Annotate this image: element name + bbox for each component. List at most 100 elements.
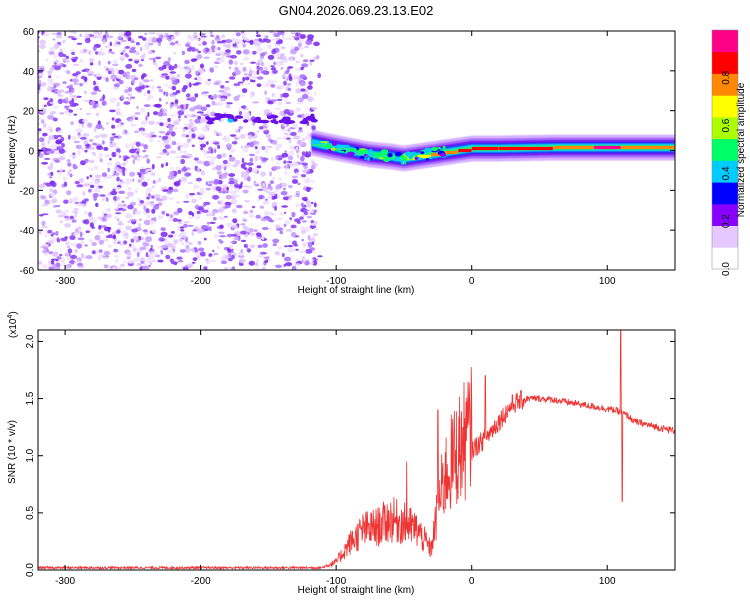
noise-speck [49,47,53,52]
noise-speck [291,123,299,129]
noise-speck [112,174,116,177]
noise-speck [262,38,268,41]
noise-speck [290,131,297,136]
noise-speck [187,47,192,52]
noise-speck [194,93,199,98]
noise-speck [130,40,135,43]
noise-speck [147,50,153,55]
noise-speck [64,217,70,221]
noise-speck [298,42,302,48]
noise-speck [270,213,275,216]
noise-speck [256,31,259,35]
noise-speck [109,97,117,103]
noise-speck [167,218,173,222]
noise-speck [300,54,304,58]
noise-speck [111,69,115,75]
noise-speck [233,85,240,88]
noise-speck [49,101,54,104]
noise-speck [132,141,136,145]
noise-speck [124,130,128,134]
noise-speck [38,229,43,235]
noise-speck [76,243,82,249]
noise-speck [119,55,126,59]
noise-speck [228,185,233,188]
noise-speck [173,52,177,55]
noise-speck [64,97,69,102]
noise-speck [248,134,253,140]
noise-speck [284,220,291,225]
noise-speck [64,265,72,269]
colorbar-band [712,116,738,140]
noise-speck [302,220,307,223]
noise-speck [205,151,213,154]
noise-speck [240,82,244,86]
noise-speck [247,73,253,77]
noise-speck [198,33,206,36]
noise-speck [65,138,69,141]
noise-speck [106,162,111,166]
noise-speck [311,161,316,165]
noise-speck [70,121,74,126]
noise-speck [225,43,232,49]
noise-speck [223,215,228,218]
heatmap-x-label: Height of straight line (km) [298,285,415,296]
noise-speck [267,100,274,105]
noise-speck [240,181,243,185]
noise-speck [208,253,213,257]
noise-speck [294,46,300,52]
snr-x-ticks: -300 -200 -100 0 100 [55,330,616,587]
noise-speck [224,204,231,209]
noise-speck [249,39,254,45]
noise-speck [81,123,85,128]
noise-speck [67,112,72,117]
noise-speck [169,93,174,97]
noise-speck [69,235,76,241]
noise-speck [116,148,121,154]
noise-speck [125,167,128,173]
noise-speck [199,189,206,195]
noise-speck [238,126,243,129]
noise-speck [309,59,315,62]
noise-speck [154,63,159,68]
noise-speck [139,47,143,52]
noise-speck [249,244,256,248]
noise-speck [183,149,187,155]
noise-speck [125,45,130,49]
noise-speck [202,41,207,46]
ridge-blob [379,157,384,160]
noise-speck [191,261,196,264]
noise-speck [188,242,193,245]
ridge-blob [347,151,355,156]
noise-speck [93,188,101,193]
noise-speck [140,143,145,147]
noise-speck [170,36,175,40]
noise-speck [221,190,227,194]
noise-speck [121,208,127,212]
noise-speck [256,165,262,169]
noise-speck [165,101,169,105]
noise-speck [267,54,275,60]
noise-hotspot [227,118,234,123]
noise-speck [205,156,212,159]
noise-speck [272,69,278,74]
ridge-blob [428,157,433,160]
noise-speck [116,168,123,172]
noise-speck [193,226,199,230]
noise-speck [302,206,306,209]
noise-speck [89,174,93,178]
noise-speck [295,61,300,63]
noise-speck [275,224,281,229]
noise-speck [71,51,75,56]
noise-speck [89,139,94,142]
noise-speck [115,207,119,211]
noise-speck [176,43,181,47]
noise-speck [195,70,199,75]
noise-speck [249,209,254,214]
noise-speck [49,113,54,116]
noise-speck [212,93,218,100]
noise-speck [287,87,292,92]
noise-speck [112,43,120,47]
noise-speck [148,96,154,99]
noise-speck [145,85,150,88]
noise-speck [92,153,97,157]
